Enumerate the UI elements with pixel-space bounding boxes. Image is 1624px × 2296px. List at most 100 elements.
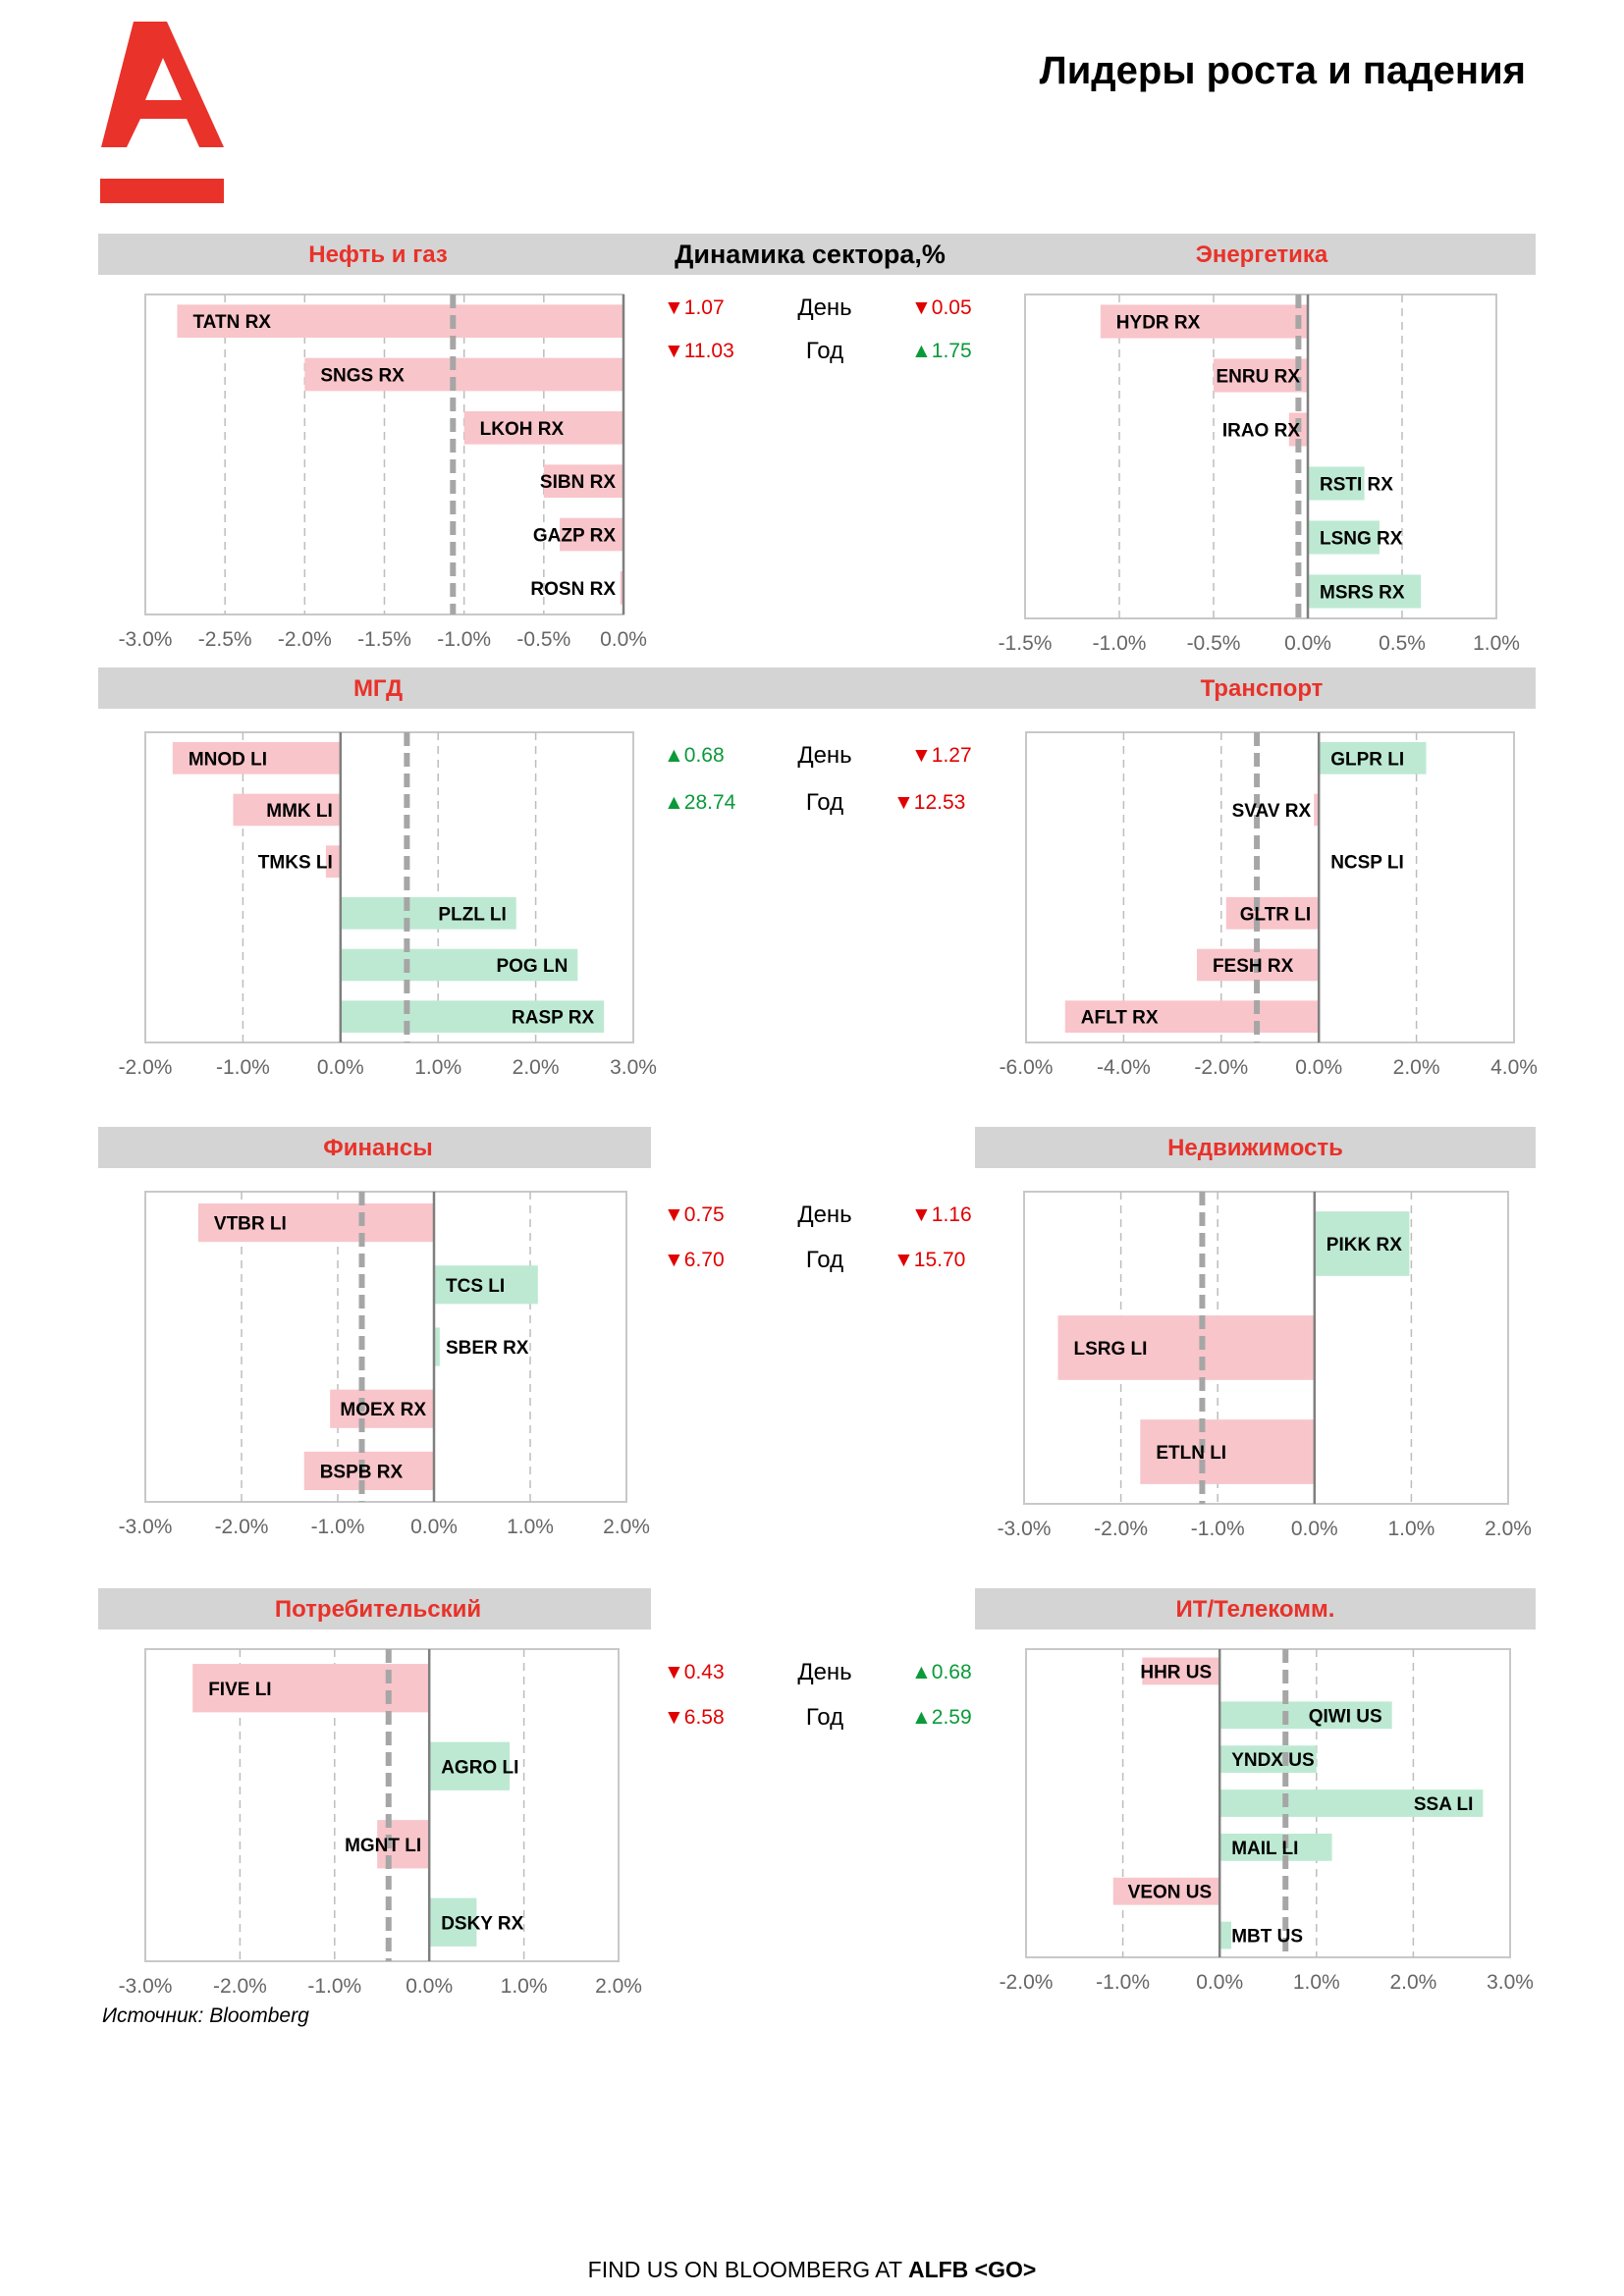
x-tick-label: -2.0% (215, 1516, 269, 1538)
x-tick-label: 3.0% (610, 1056, 657, 1079)
bar (1314, 793, 1320, 827)
x-tick-label: -1.5% (999, 632, 1053, 655)
bar-label: NCSP LI (1330, 853, 1404, 874)
stat-transport-day: ▼1.27 (911, 744, 972, 767)
x-tick-label: 1.0% (507, 1516, 554, 1538)
x-tick-label: 1.0% (1387, 1518, 1435, 1540)
x-tick-label: 4.0% (1490, 1056, 1538, 1079)
label-year: Год (805, 789, 844, 816)
x-tick-label: -1.0% (1191, 1518, 1245, 1540)
bar (429, 1897, 477, 1947)
bar-label: RSTI RX (1320, 475, 1393, 496)
stat-it-telecom-day: ▲0.68 (911, 1661, 972, 1683)
bar-label: FESH RX (1213, 956, 1294, 977)
bar (434, 1327, 440, 1366)
header-bar-row-3-right (975, 1127, 1536, 1168)
bar-label: LSNG RX (1320, 529, 1403, 550)
bar-label: MNOD LI (189, 749, 267, 770)
bar-label: AGRO LI (441, 1757, 518, 1778)
stat-real-estate-year: ▼15.70 (893, 1249, 966, 1271)
footer: FIND US ON BLOOMBERG AT ALFB <GO> (0, 2257, 1624, 2283)
label-day: День (797, 1659, 852, 1685)
x-tick-label: 3.0% (1487, 1971, 1534, 1994)
bar (434, 1265, 538, 1305)
bar-label: YNDX US (1231, 1750, 1314, 1771)
x-tick-label: -4.0% (1097, 1056, 1151, 1079)
bar (1214, 358, 1308, 393)
sector-title-transport: Транспорт (1200, 675, 1324, 702)
x-tick-label: 1.0% (1293, 1971, 1340, 1994)
header-bar-row-3-left (98, 1127, 651, 1168)
sector-title-metals: МГД (352, 675, 404, 702)
bar (1100, 304, 1308, 339)
bar-label: LKOH RX (480, 419, 565, 440)
bar-label: MGNT LI (345, 1836, 421, 1856)
bar-label: ROSN RX (530, 579, 616, 600)
bar (1112, 1877, 1220, 1905)
bar-label: GAZP RX (533, 526, 616, 547)
bar (1219, 1833, 1332, 1861)
plot-frame (144, 1191, 627, 1503)
bar (1219, 1921, 1232, 1949)
alfa-bank-logo (100, 22, 224, 203)
bar-label: DSKY RX (441, 1913, 523, 1934)
chart-finance: -3.0% -2.0% -1.0% 0.0% 1.0% 2.0% VTBR LI TCS LI… (119, 1191, 650, 1538)
x-tick-label: 2.0% (603, 1516, 650, 1538)
x-tick-label: 1.0% (1473, 632, 1520, 655)
x-tick-label: 2.0% (1393, 1056, 1440, 1079)
stat-metals-year: ▲28.74 (664, 791, 736, 814)
bar-label: MMK LI (266, 801, 333, 822)
sector-title-consumer: Потребительский (274, 1596, 482, 1623)
x-tick-label: 0.0% (600, 628, 647, 651)
label-year: Год (805, 338, 844, 364)
x-tick-label: 0.0% (406, 1975, 453, 1998)
bar (543, 464, 623, 499)
x-tick-label: -3.0% (119, 628, 173, 651)
stat-transport-year: ▼12.53 (893, 791, 966, 814)
bar-label: VEON US (1128, 1883, 1213, 1903)
chart-real-estate: -3.0% -2.0% -1.0% 0.0% 1.0% 2.0% PIKK RX LSRG L… (998, 1191, 1532, 1540)
sector-title-energy: Энергетика (1195, 241, 1328, 268)
bar (1057, 1315, 1315, 1380)
bar (197, 1203, 434, 1243)
x-tick-label: 1.0% (414, 1056, 461, 1079)
sector-dynamics-title: Динамика сектора,% (675, 240, 946, 269)
stat-consumer-year: ▼6.58 (664, 1706, 725, 1729)
bar-label: SNGS RX (320, 366, 405, 387)
bar (303, 1451, 434, 1490)
chart-metals: -2.0% -1.0% 0.0% 1.0% 2.0% 3.0% MNOD LI MMK LI T… (119, 731, 657, 1079)
bar-label: MOEX RX (340, 1400, 426, 1420)
x-tick-label: -3.0% (998, 1518, 1052, 1540)
bar-label: MBT US (1231, 1927, 1303, 1948)
stat-energy-day: ▼0.05 (911, 296, 972, 319)
header-bar-row-4-right (975, 1588, 1536, 1629)
stat-finance-day: ▼0.75 (664, 1203, 725, 1226)
label-day: День (797, 294, 852, 321)
stat-oil-gas-day: ▼1.07 (664, 296, 725, 319)
bar-label: TCS LI (446, 1276, 505, 1297)
x-tick-label: -1.0% (1093, 632, 1147, 655)
x-tick-label: 0.0% (317, 1056, 364, 1079)
bar-label: PIKK RX (1326, 1235, 1402, 1255)
x-tick-label: -2.0% (213, 1975, 267, 1998)
label-year: Год (805, 1247, 844, 1273)
bar (325, 845, 341, 878)
x-tick-label: 0.0% (1284, 632, 1331, 655)
bar (340, 1000, 605, 1033)
chart-transport: -6.0% -4.0% -2.0% 0.0% 2.0% 4.0% GLPR LI SVAV R… (1000, 731, 1538, 1079)
bar-label: PLZL LI (438, 904, 506, 925)
x-tick-label: 2.0% (513, 1056, 560, 1079)
x-tick-label: -2.0% (119, 1056, 173, 1079)
x-tick-label: -1.0% (1096, 1971, 1150, 1994)
bar-label: FIVE LI (208, 1680, 271, 1700)
stat-oil-gas-year: ▼11.03 (664, 340, 734, 362)
plot-frame (1025, 731, 1515, 1043)
x-tick-label: 2.0% (1485, 1518, 1532, 1540)
chart-consumer: -3.0% -2.0% -1.0% 0.0% 1.0% 2.0% FIVE LI AGRO L… (119, 1648, 642, 1998)
bar (1308, 520, 1380, 555)
bar (1308, 574, 1422, 609)
bar (463, 410, 623, 445)
x-tick-label: -3.0% (119, 1516, 173, 1538)
stat-metals-day: ▲0.68 (664, 744, 725, 767)
bar-label: HYDR RX (1116, 313, 1201, 334)
